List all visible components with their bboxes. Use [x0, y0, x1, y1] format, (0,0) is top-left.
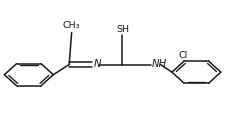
- Text: Cl: Cl: [178, 51, 187, 60]
- Text: N: N: [93, 59, 101, 69]
- Text: NH: NH: [152, 59, 167, 69]
- Text: CH₃: CH₃: [63, 21, 80, 30]
- Text: SH: SH: [117, 25, 129, 34]
